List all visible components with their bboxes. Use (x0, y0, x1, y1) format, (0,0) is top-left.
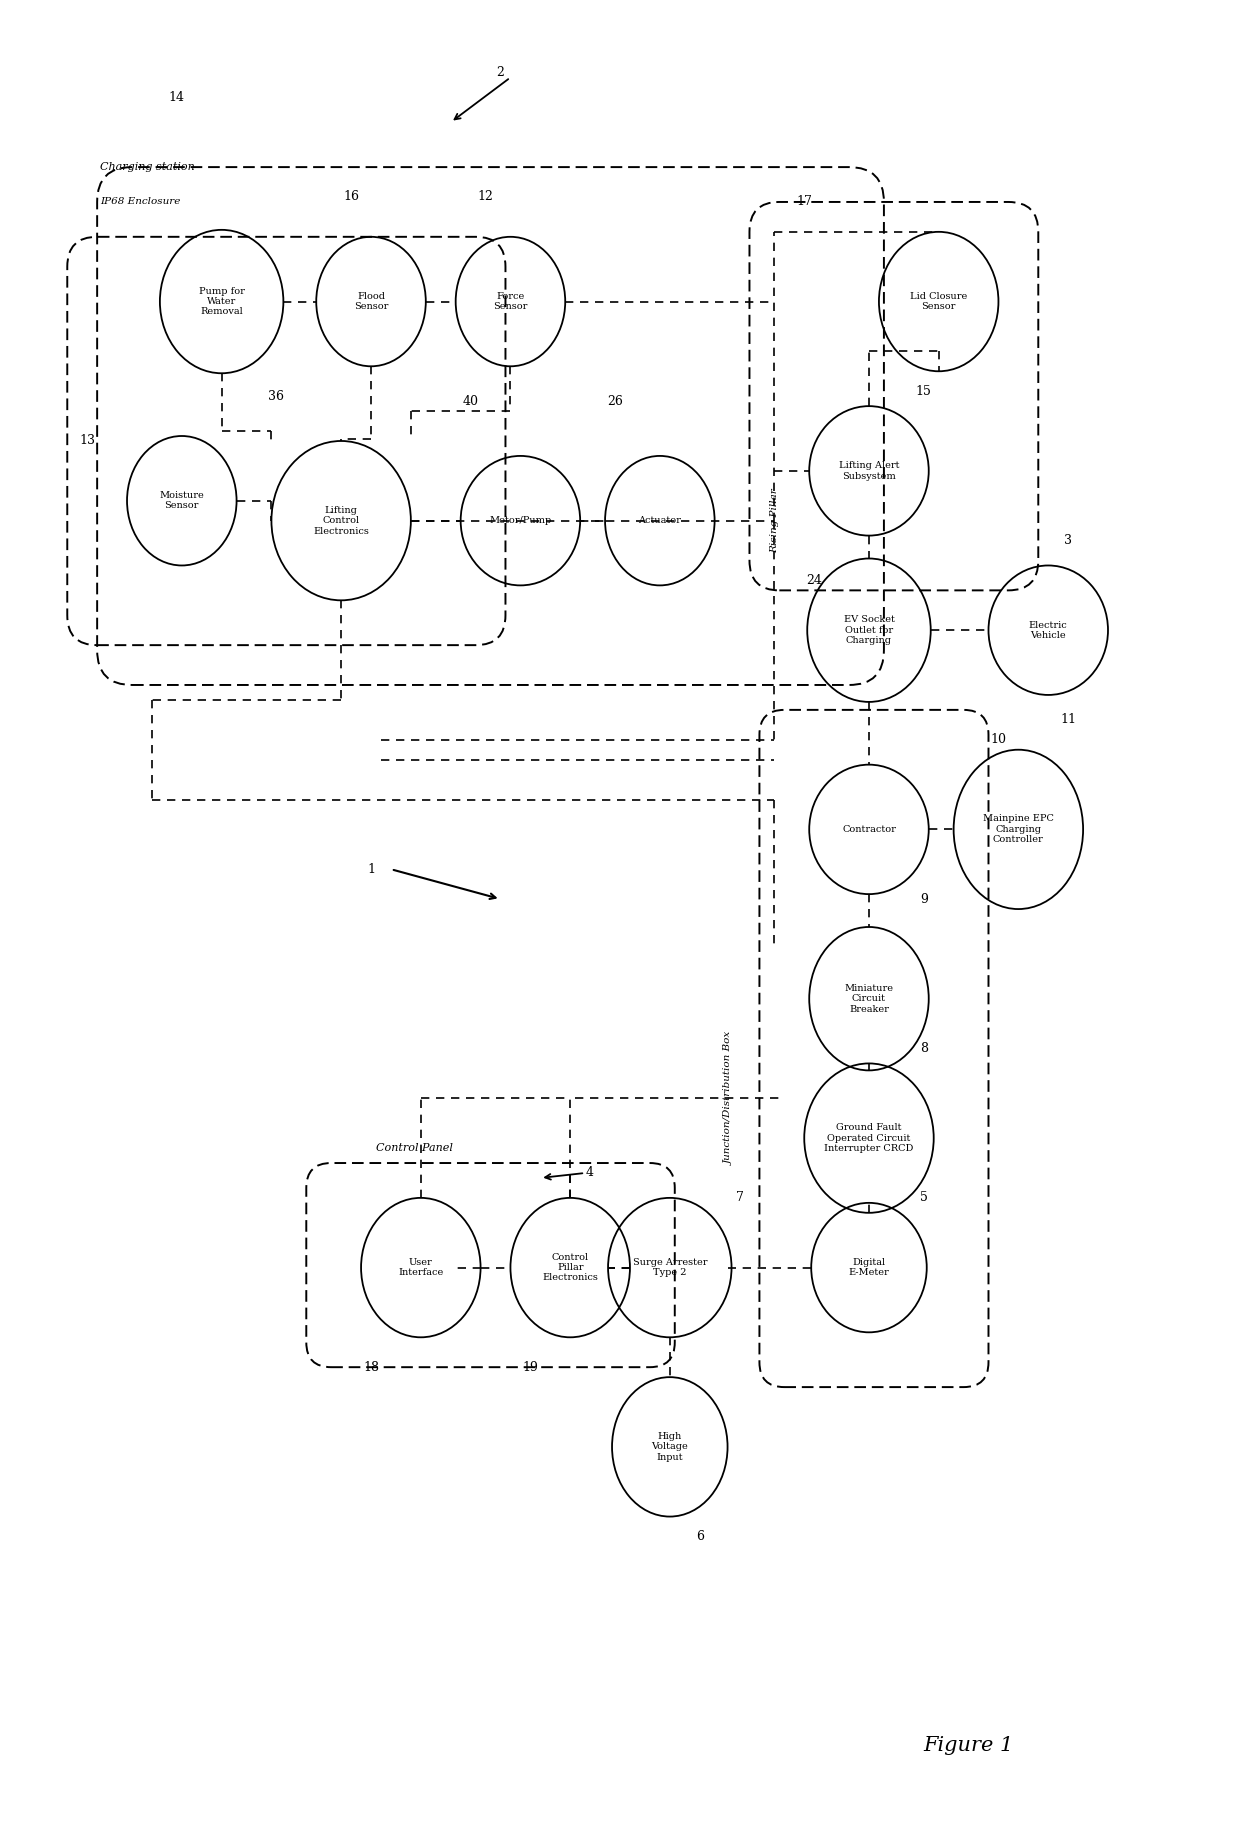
Text: Rising Pillar: Rising Pillar (770, 488, 779, 553)
Text: User
Interface: User Interface (398, 1258, 444, 1277)
Text: Surge Arrester
Type 2: Surge Arrester Type 2 (632, 1258, 707, 1277)
Text: Contractor: Contractor (842, 824, 897, 833)
Text: 36: 36 (268, 390, 284, 403)
Text: Flood
Sensor: Flood Sensor (353, 292, 388, 310)
Text: 16: 16 (343, 190, 360, 203)
Text: 12: 12 (477, 190, 494, 203)
Text: Force
Sensor: Force Sensor (494, 292, 528, 310)
Text: Electric
Vehicle: Electric Vehicle (1029, 621, 1068, 639)
Text: 5: 5 (920, 1192, 928, 1205)
Text: 13: 13 (79, 434, 95, 447)
Text: Pump for
Water
Removal: Pump for Water Removal (198, 286, 244, 316)
Text: 10: 10 (991, 734, 1007, 747)
Text: Digital
E-Meter: Digital E-Meter (848, 1258, 889, 1277)
Text: Charging station: Charging station (100, 163, 195, 172)
Text: Control
Pillar
Electronics: Control Pillar Electronics (542, 1253, 598, 1283)
Text: 8: 8 (920, 1042, 928, 1055)
Text: 7: 7 (735, 1192, 744, 1205)
Text: IP68 Enclosure: IP68 Enclosure (100, 198, 181, 207)
Text: 24: 24 (806, 575, 822, 588)
Text: High
Voltage
Input: High Voltage Input (651, 1432, 688, 1462)
Text: 19: 19 (522, 1360, 538, 1373)
Text: 2: 2 (496, 67, 505, 79)
Text: 9: 9 (920, 893, 928, 906)
Text: Miniature
Circuit
Breaker: Miniature Circuit Breaker (844, 983, 894, 1013)
Text: Lifting
Control
Electronics: Lifting Control Electronics (314, 506, 370, 536)
Text: Mainpine EPC
Charging
Controller: Mainpine EPC Charging Controller (983, 815, 1054, 845)
Text: Control Panel: Control Panel (376, 1144, 453, 1153)
Text: 11: 11 (1060, 713, 1076, 726)
Text: 26: 26 (608, 395, 622, 408)
Text: 17: 17 (796, 196, 812, 209)
Text: 18: 18 (363, 1360, 379, 1373)
Text: Actuator: Actuator (639, 516, 681, 525)
Text: 4: 4 (587, 1166, 594, 1179)
Text: Lifting Alert
Subsystem: Lifting Alert Subsystem (838, 462, 899, 480)
Text: Lid Closure
Sensor: Lid Closure Sensor (910, 292, 967, 310)
Text: EV Socket
Outlet for
Charging: EV Socket Outlet for Charging (843, 615, 894, 645)
Text: 40: 40 (463, 395, 479, 408)
Text: Junction/Distribution Box: Junction/Distribution Box (725, 1031, 734, 1164)
Text: Figure 1: Figure 1 (924, 1735, 1013, 1756)
Text: 15: 15 (916, 384, 931, 397)
Text: 3: 3 (1064, 534, 1073, 547)
Text: Ground Fault
Operated Circuit
Interrupter CRCD: Ground Fault Operated Circuit Interrupte… (825, 1124, 914, 1153)
Text: 1: 1 (367, 863, 374, 876)
Text: Motor/Pump: Motor/Pump (490, 516, 552, 525)
Text: 6: 6 (696, 1530, 703, 1543)
Text: 14: 14 (169, 91, 185, 103)
Text: Moisture
Sensor: Moisture Sensor (160, 492, 205, 510)
